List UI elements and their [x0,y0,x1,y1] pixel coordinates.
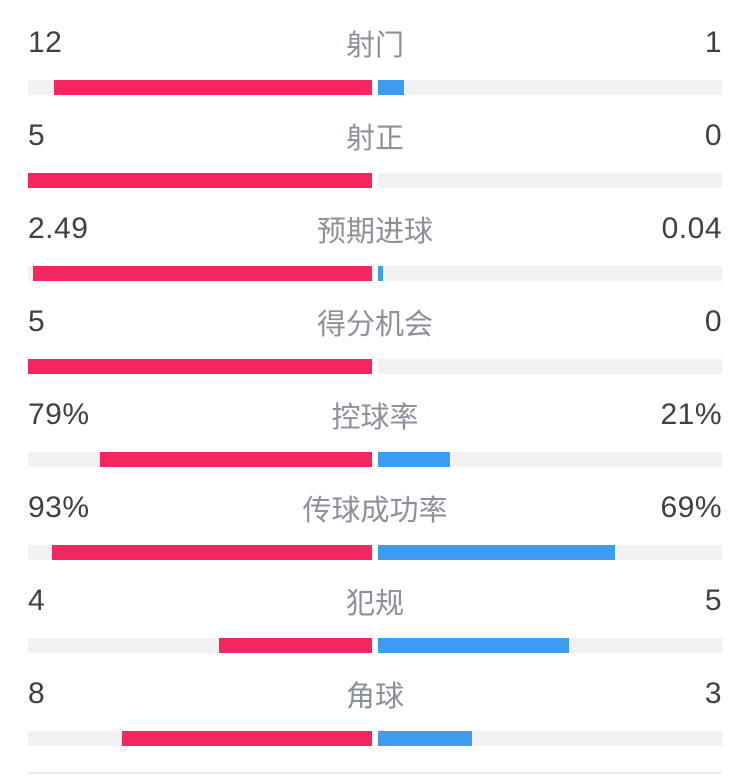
right-bar-track [378,452,722,467]
left-bar-fill [100,452,372,467]
stat-text-line: 93% 传球成功率 69% [28,491,723,527]
left-bar-fill [219,638,372,653]
right-team-value: 5 [704,584,723,617]
left-bar-fill [52,545,372,560]
stat-bar [28,266,722,281]
left-team-value: 79% [28,398,90,431]
stat-row-possession: 79% 控球率 21% [28,398,722,467]
right-team-value: 1 [704,26,723,59]
left-bar-track [28,266,372,281]
stat-row-shots: 12 射门 1 [28,26,722,95]
right-bar-track [378,638,722,653]
left-team-value: 4 [28,584,46,617]
right-bar-track [378,359,722,374]
left-bar-track [28,359,372,374]
bottom-divider [28,772,722,774]
stat-text-line: 5 射正 0 [28,119,723,155]
right-bar-track [378,545,722,560]
right-bar-track [378,266,722,281]
right-team-value: 21% [660,398,723,431]
right-bar-fill [378,545,616,560]
right-bar-track [378,731,722,746]
stat-row-big-chances: 5 得分机会 0 [28,305,722,374]
stat-row-pass-success-rate: 93% 传球成功率 69% [28,491,722,560]
stat-label: 传球成功率 [302,495,448,527]
stat-text-line: 12 射门 1 [28,26,723,62]
right-team-value: 0 [704,119,723,152]
stat-bar [28,731,722,746]
stat-text-line: 79% 控球率 21% [28,398,723,434]
left-bar-track [28,638,372,653]
stat-bar [28,80,722,95]
right-bar-fill [378,452,451,467]
stat-label: 犯规 [346,588,405,620]
right-bar-fill [378,266,384,281]
left-team-value: 12 [28,26,63,59]
stat-text-line: 8 角球 3 [28,677,723,713]
right-team-value: 0 [704,305,723,338]
left-team-value: 93% [28,491,90,524]
left-bar-fill [121,731,372,746]
stat-text-line: 5 得分机会 0 [28,305,723,341]
right-bar-fill [378,80,405,95]
right-bar-track [378,80,722,95]
left-bar-track [28,173,372,188]
left-bar-track [28,731,372,746]
stat-row-shots-on-target: 5 射正 0 [28,119,722,188]
stat-label: 角球 [346,681,405,713]
right-bar-track [378,173,722,188]
stat-row-fouls: 4 犯规 5 [28,584,722,653]
stat-text-line: 2.49 预期进球 0.04 [28,212,723,248]
right-team-value: 3 [704,677,723,710]
stat-label: 预期进球 [317,216,434,248]
left-team-value: 5 [28,119,46,152]
left-team-value: 5 [28,305,46,338]
stat-label: 射正 [346,123,405,155]
stat-text-line: 4 犯规 5 [28,584,723,620]
stat-bar [28,452,722,467]
right-bar-fill [378,731,472,746]
left-bar-fill [28,173,372,188]
left-team-value: 8 [28,677,46,710]
left-bar-track [28,545,372,560]
stat-label: 得分机会 [317,309,434,341]
right-team-value: 69% [660,491,723,524]
stat-label: 射门 [346,30,405,62]
stat-row-corners: 8 角球 3 [28,677,722,746]
stat-bar [28,173,722,188]
left-bar-track [28,452,372,467]
left-bar-fill [33,266,372,281]
left-bar-fill [28,359,372,374]
left-bar-fill [54,80,372,95]
left-team-value: 2.49 [28,212,89,245]
stat-bar [28,638,722,653]
stat-bar [28,545,722,560]
stat-row-expected-goals: 2.49 预期进球 0.04 [28,212,722,281]
left-bar-track [28,80,372,95]
stat-bar [28,359,722,374]
right-bar-fill [378,638,570,653]
stat-label: 控球率 [331,402,419,434]
right-team-value: 0.04 [661,212,723,245]
